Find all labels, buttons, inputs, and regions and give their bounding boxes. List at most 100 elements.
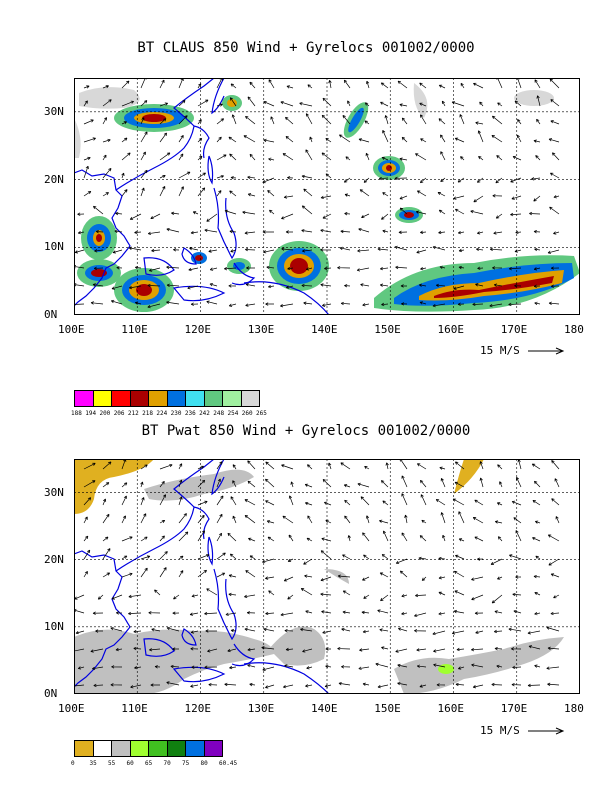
wind-arrow-icon <box>458 248 465 253</box>
wind-arrow-icon <box>378 176 389 181</box>
wind-arrow-icon <box>379 628 389 632</box>
wind-arrow-icon <box>83 549 91 560</box>
wind-arrow-icon <box>150 683 161 687</box>
wind-arrow-icon <box>513 517 522 524</box>
wind-arrow-icon <box>340 229 351 234</box>
colorbar-label: 0 <box>71 760 75 767</box>
wind-arrow-icon <box>437 192 446 197</box>
wind-arrow-icon <box>301 283 313 288</box>
wind-arrow-icon <box>83 165 89 179</box>
wind-arrow-icon <box>112 249 123 254</box>
wind-arrow-icon <box>419 177 427 184</box>
wind-arrow-icon <box>456 647 465 652</box>
wind-arrow-icon <box>358 666 370 670</box>
wind-arrow-icon <box>227 532 237 542</box>
wind-arrow-icon <box>401 532 408 542</box>
wind-arrow-icon <box>550 99 560 107</box>
wind-arrow-icon <box>549 78 560 89</box>
colorbar-swatch <box>240 390 260 407</box>
wind-arrow-icon <box>133 629 142 634</box>
wind-arrow-icon <box>92 666 104 671</box>
wind-arrow-icon <box>364 102 370 107</box>
wind-arrow-icon <box>420 267 427 271</box>
wind-arrow-icon <box>140 117 145 125</box>
wind-arrow-icon <box>159 567 167 578</box>
wind-arrow-icon <box>148 611 161 615</box>
wind-arrow-icon <box>102 536 109 542</box>
wind-arrow-icon <box>547 249 560 254</box>
wind-arrow-icon <box>83 571 88 578</box>
top-map-title: BT CLAUS 850 Wind + Gyrelocs 001002/0000 <box>137 40 475 56</box>
wind-arrow-icon <box>248 537 256 542</box>
wind-arrow-icon <box>492 194 503 198</box>
wind-arrow-icon <box>441 100 446 107</box>
wind-arrow-icon <box>432 303 446 308</box>
wind-arrow-icon <box>489 247 503 252</box>
wind-arrow-icon <box>477 266 484 270</box>
wind-arrow-icon <box>166 283 180 287</box>
wind-arrow-icon <box>546 626 560 632</box>
wind-arrow-icon <box>508 627 522 632</box>
wind-arrow-icon <box>159 494 166 506</box>
wind-arrow-icon <box>178 531 189 542</box>
wind-arrow-icon <box>159 132 167 143</box>
wind-arrow-icon <box>325 519 332 524</box>
wind-arrow-icon <box>321 114 332 125</box>
wind-arrow-icon <box>344 212 351 216</box>
wind-arrow-icon <box>121 152 131 161</box>
colorbar-swatch <box>203 740 223 757</box>
wind-arrow-icon <box>247 175 256 180</box>
wind-arrow-icon <box>321 610 332 614</box>
wind-arrow-icon <box>555 516 560 524</box>
wind-arrow-icon <box>496 502 503 506</box>
wind-arrow-icon <box>381 554 389 560</box>
wind-arrow-icon <box>496 155 503 161</box>
wind-arrow-icon <box>479 461 484 470</box>
colorbar-label: 242 <box>199 410 210 417</box>
wind-arrow-icon <box>282 515 294 524</box>
wind-arrow-icon <box>513 609 522 614</box>
wind-arrow-icon <box>110 299 123 305</box>
wind-arrow-icon <box>440 512 446 524</box>
wind-arrow-icon <box>244 594 256 599</box>
wind-arrow-icon <box>283 195 294 199</box>
wind-arrow-icon <box>151 628 161 632</box>
wind-arrow-icon <box>499 481 503 488</box>
wind-arrow-icon <box>459 114 465 125</box>
colorbar-label: 248 <box>213 410 225 417</box>
wind-arrow-icon <box>285 230 294 234</box>
wind-arrow-icon <box>404 514 408 524</box>
wind-arrow-icon <box>452 498 465 506</box>
x-tick-label: 180 <box>564 702 584 715</box>
wind-arrow-icon <box>366 80 370 89</box>
wind-arrow-icon <box>197 83 202 89</box>
x-tick-label: 130E <box>247 323 275 336</box>
wind-arrow-icon <box>300 588 313 596</box>
wind-arrow-icon <box>420 494 427 506</box>
wind-arrow-icon <box>321 537 332 542</box>
wind-arrow-icon <box>159 118 167 125</box>
wind-arrow-icon <box>230 176 237 180</box>
wind-arrow-icon <box>197 514 205 524</box>
wind-arrow-icon <box>149 648 161 652</box>
wind-arrow-icon <box>375 662 389 668</box>
wind-arrow-icon <box>90 648 104 653</box>
wind-arrow-icon <box>285 647 294 652</box>
wind-arrow-icon <box>216 174 224 179</box>
wind-arrow-icon <box>358 138 370 143</box>
wind-arrow-icon <box>287 266 294 271</box>
map-frame <box>74 78 580 315</box>
wind-arrow-icon <box>188 267 199 272</box>
wind-arrow-icon <box>497 576 503 580</box>
wind-arrow-icon <box>320 283 332 287</box>
wind-arrow-icon <box>216 495 224 506</box>
wind-arrow-icon <box>497 102 503 107</box>
wind-arrow-icon <box>265 302 275 306</box>
wind-arrow-icon <box>216 478 221 488</box>
wind-arrow-icon <box>357 249 370 253</box>
wind-arrow-icon <box>474 499 484 506</box>
wind-arrow-icon <box>414 629 427 633</box>
wind-arrow-icon <box>128 594 142 599</box>
wind-arrow-icon <box>385 462 389 470</box>
x-tick-label: 140E <box>311 702 338 715</box>
